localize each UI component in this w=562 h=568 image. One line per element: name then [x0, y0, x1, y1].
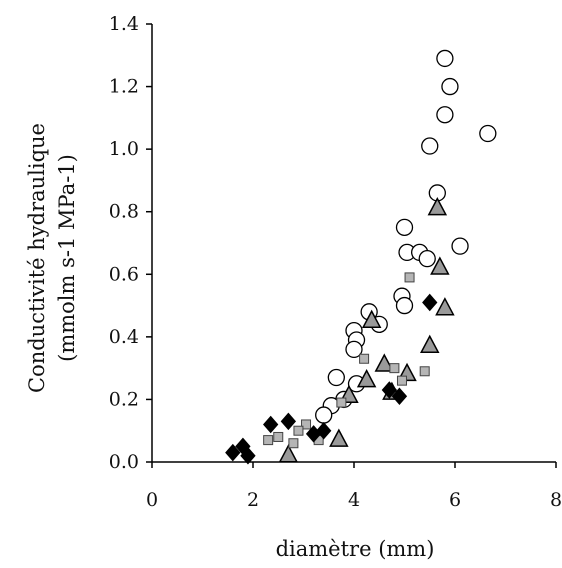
data-point-circle	[441, 77, 459, 96]
x-axis-title: diamètre (mm)	[276, 537, 435, 561]
data-point-triangle	[435, 297, 455, 316]
y-tick-label: 0.2	[109, 388, 139, 410]
data-point-circle	[395, 296, 414, 315]
data-point-diamond	[280, 412, 297, 431]
data-point-diamond	[305, 425, 322, 443]
data-point-diamond	[381, 381, 398, 399]
data-point-triangle	[427, 196, 448, 216]
data-point-square	[263, 435, 274, 446]
data-point-triangle	[361, 309, 382, 328]
data-point-square	[273, 431, 284, 442]
data-point-triangle	[420, 334, 440, 353]
x-tick-label: 6	[449, 489, 461, 511]
y-axis-title-group: Conductivité hydraulique (mmolm s-1 MPa-…	[25, 123, 79, 393]
data-point-square	[336, 397, 347, 408]
data-point-circle	[327, 368, 345, 387]
data-point-circle	[418, 249, 436, 268]
y-tick-label: 1.4	[109, 13, 139, 35]
data-point-square	[301, 419, 312, 430]
data-point-square	[389, 363, 400, 374]
y-tick-label: 1.2	[109, 76, 139, 98]
y-tick-label: 0.0	[109, 451, 139, 473]
data-point-circle	[436, 106, 454, 124]
data-point-circle	[395, 218, 414, 237]
data-point-square	[288, 438, 299, 449]
data-point-triangle	[430, 256, 450, 275]
data-point-circle	[479, 124, 497, 143]
x-tick-label: 0	[146, 489, 158, 511]
x-tick-label: 2	[247, 489, 259, 511]
data-points	[225, 49, 497, 465]
data-point-diamond	[391, 387, 408, 406]
y-tick-label: 0.6	[109, 263, 139, 285]
data-point-diamond	[263, 415, 279, 434]
data-point-circle	[345, 340, 363, 359]
data-point-circle	[315, 406, 333, 424]
data-point-square	[404, 272, 415, 283]
x-tick-label: 4	[348, 489, 360, 511]
data-point-triangle	[374, 353, 395, 372]
axes: 0 2 4 6 8 0.0 0.2 0.4 0.6 0.8 1.0 1.2 1.4	[109, 13, 562, 511]
y-axis-title-line2: (mmolm s-1 MPa-1)	[55, 154, 79, 362]
y-tick-label: 0.4	[109, 326, 139, 348]
data-point-diamond	[422, 293, 438, 312]
y-tick-label: 0.8	[109, 201, 139, 223]
data-point-square	[359, 353, 370, 364]
y-axis-title-line1: Conductivité hydraulique	[25, 123, 49, 393]
data-point-square	[293, 425, 304, 436]
data-point-diamond	[240, 446, 256, 465]
y-tick-label: 1.0	[109, 138, 139, 160]
x-tick-label: 8	[550, 489, 562, 511]
data-point-square	[419, 366, 430, 377]
data-point-circle	[436, 49, 454, 68]
data-point-triangle	[329, 428, 349, 447]
data-point-circle	[451, 237, 469, 255]
data-point-diamond	[225, 443, 241, 462]
data-point-triangle	[356, 369, 377, 388]
data-point-square	[396, 375, 407, 386]
data-point-triangle	[278, 444, 299, 463]
data-point-circle	[421, 137, 439, 155]
